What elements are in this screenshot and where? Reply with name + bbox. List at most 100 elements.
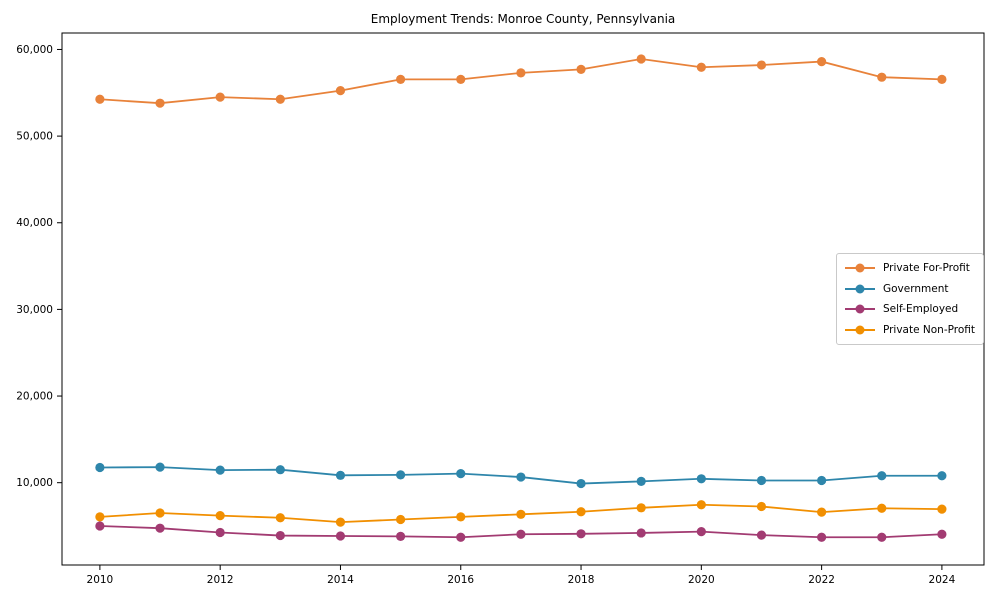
- x-tick-label: 2022: [808, 574, 835, 586]
- series-self-employed: [95, 521, 947, 542]
- data-point: [275, 530, 285, 541]
- data-point: [636, 476, 646, 486]
- data-point: [756, 60, 767, 70]
- y-tick-label: 60,000: [16, 44, 53, 56]
- series-private-non-profit: [95, 500, 947, 527]
- data-point: [877, 471, 887, 481]
- legend-label: Private Non-Profit: [882, 323, 975, 336]
- data-point: [696, 527, 706, 537]
- data-point: [937, 471, 947, 481]
- data-point: [937, 74, 947, 84]
- data-point: [636, 54, 646, 64]
- legend-label: Private For-Profit: [883, 262, 970, 275]
- data-point: [456, 532, 466, 542]
- data-point: [817, 56, 827, 67]
- data-point: [636, 528, 646, 538]
- data-point: [576, 64, 586, 74]
- legend-marker-icon: [845, 325, 875, 335]
- y-tick-label: 30,000: [16, 304, 53, 316]
- data-point: [95, 94, 105, 104]
- data-point: [576, 478, 586, 489]
- x-tick-label: 2010: [87, 574, 114, 586]
- data-point: [576, 507, 586, 517]
- legend: Private For-Profit Government Self-Employe…: [836, 253, 984, 345]
- data-point: [275, 94, 285, 104]
- data-point: [636, 503, 646, 513]
- data-point: [516, 509, 526, 519]
- legend-label: Self-Employed: [883, 303, 959, 316]
- data-point: [155, 508, 165, 518]
- data-point: [516, 529, 526, 539]
- legend-label: Government: [883, 282, 949, 295]
- y-tick-label: 50,000: [16, 131, 53, 143]
- data-point: [335, 517, 346, 527]
- data-point: [937, 504, 947, 514]
- data-point: [215, 527, 225, 538]
- data-point: [215, 465, 225, 475]
- data-point: [275, 513, 285, 523]
- x-axis: 2010 2012 2014 2016 2018 2020 2022 2024: [87, 565, 956, 586]
- data-point: [95, 462, 105, 473]
- data-point: [817, 532, 827, 542]
- legend-dot: [855, 304, 865, 314]
- data-point: [396, 470, 406, 480]
- chart-title: Employment Trends: Monroe County, Pennsy…: [370, 12, 676, 26]
- legend-item-government: Government: [845, 283, 975, 295]
- data-point: [456, 74, 466, 84]
- data-point: [516, 472, 526, 482]
- data-point: [95, 512, 105, 522]
- data-point: [456, 468, 466, 479]
- data-point: [576, 529, 586, 539]
- data-point: [456, 512, 466, 522]
- data-point: [396, 74, 406, 84]
- data-point: [696, 500, 706, 510]
- x-tick-label: 2012: [207, 574, 234, 586]
- data-point: [817, 507, 827, 517]
- data-point: [937, 529, 947, 539]
- legend-marker-icon: [845, 263, 875, 273]
- legend-item-self-employed: Self-Employed: [845, 303, 975, 315]
- data-point: [696, 474, 706, 484]
- legend-marker-icon: [845, 284, 875, 294]
- legend-dot: [855, 284, 865, 294]
- y-tick-label: 20,000: [16, 391, 53, 403]
- legend-item-private-non-profit: Private Non-Profit: [845, 324, 975, 336]
- y-tick-label: 40,000: [16, 217, 53, 229]
- legend-dot: [855, 325, 865, 335]
- data-point: [877, 72, 887, 82]
- data-point: [335, 531, 346, 541]
- series-government: [95, 462, 947, 489]
- data-point: [396, 514, 406, 525]
- data-point: [756, 475, 767, 486]
- y-axis: 10,000 20,000 30,000 40,000 50,000 60,000: [16, 44, 62, 489]
- data-point: [817, 475, 827, 486]
- series-private-for-profit: [95, 54, 947, 108]
- data-point: [335, 470, 346, 480]
- x-tick-label: 2020: [688, 574, 715, 586]
- x-tick-label: 2024: [929, 574, 956, 586]
- data-point: [696, 62, 706, 72]
- plot-frame: [61, 32, 985, 566]
- data-point: [877, 503, 887, 513]
- data-point: [335, 86, 346, 96]
- x-tick-label: 2016: [447, 574, 474, 586]
- x-tick-label: 2018: [568, 574, 595, 586]
- series-line: [99, 58, 942, 105]
- data-point: [396, 531, 406, 542]
- y-tick-label: 10,000: [16, 477, 53, 489]
- legend-item-private-for-profit: Private For-Profit: [845, 262, 975, 274]
- data-point: [155, 523, 165, 533]
- data-point: [215, 511, 225, 521]
- x-tick-label: 2014: [327, 574, 354, 586]
- data-point: [215, 92, 225, 102]
- legend-marker-icon: [845, 304, 875, 314]
- data-point: [95, 521, 105, 531]
- data-point: [275, 465, 285, 475]
- data-point: [756, 530, 767, 540]
- data-point: [877, 532, 887, 542]
- data-point: [155, 462, 165, 472]
- data-point: [155, 98, 165, 108]
- legend-dot: [855, 263, 865, 273]
